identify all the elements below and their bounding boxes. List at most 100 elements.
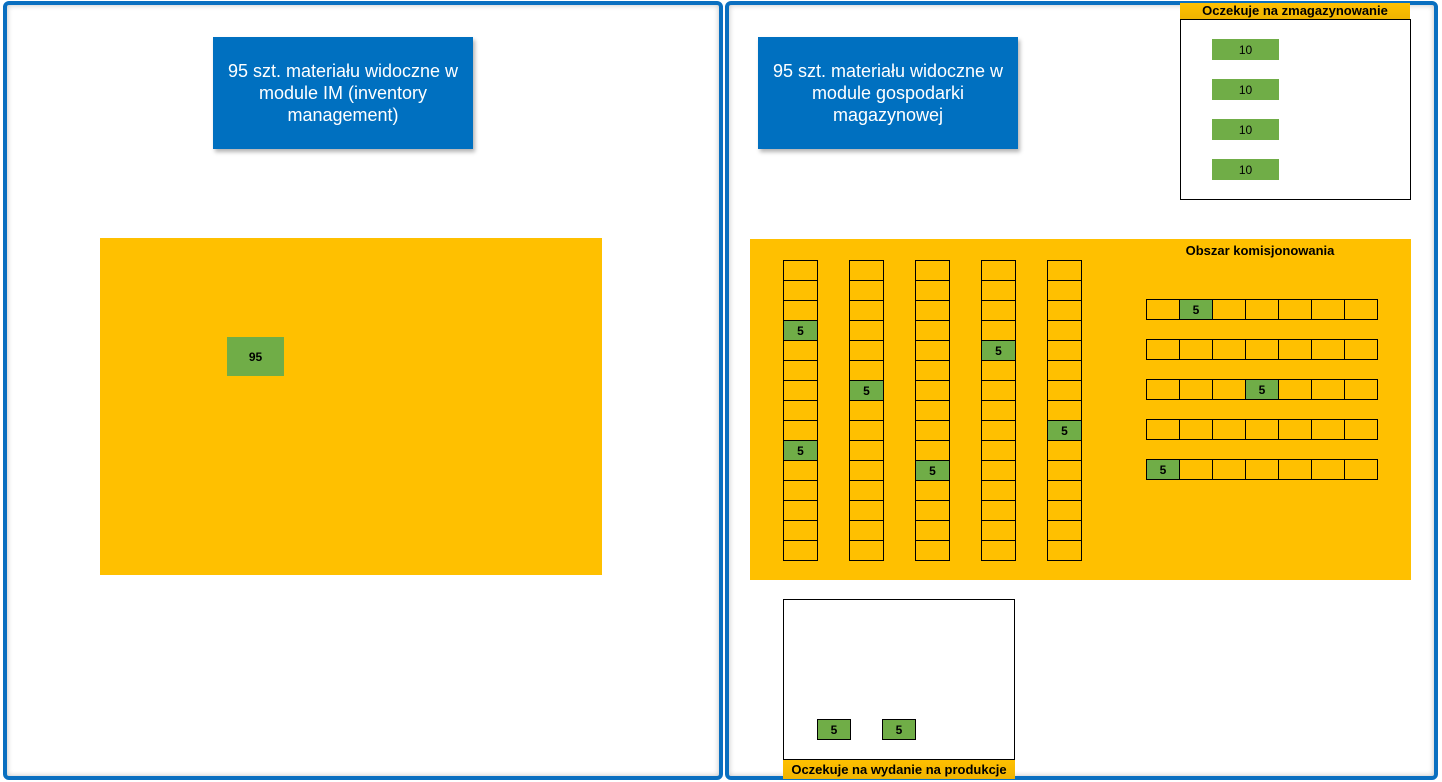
inbound-item: 10 xyxy=(1212,79,1279,100)
horizontal-rack-cell xyxy=(1212,299,1246,320)
vertical-rack-cell xyxy=(783,340,818,361)
vertical-rack-cell xyxy=(849,360,884,381)
horizontal-rack-cell xyxy=(1179,339,1213,360)
vertical-rack-cell xyxy=(849,300,884,321)
vertical-rack-cell: 5 xyxy=(1047,420,1082,441)
vertical-rack-cell xyxy=(1047,400,1082,421)
vertical-rack-cell xyxy=(915,520,950,541)
horizontal-rack-cell xyxy=(1278,299,1312,320)
vertical-rack-cell xyxy=(915,360,950,381)
vertical-rack-cell xyxy=(915,300,950,321)
horizontal-rack-cell xyxy=(1278,379,1312,400)
im-stock-block: 95 xyxy=(227,337,284,376)
vertical-rack-cell xyxy=(981,360,1016,381)
vertical-rack-cell xyxy=(783,300,818,321)
inbound-area: 10 10 10 10 xyxy=(1180,19,1411,200)
vertical-rack-cell xyxy=(981,400,1016,421)
vertical-rack-cell xyxy=(915,500,950,521)
vertical-rack-cell xyxy=(981,420,1016,441)
horizontal-rack-cell xyxy=(1245,459,1279,480)
vertical-rack-cell xyxy=(849,260,884,281)
horizontal-rack-cell xyxy=(1245,419,1279,440)
vertical-rack-cell xyxy=(783,400,818,421)
vertical-rack-cell xyxy=(849,400,884,421)
horizontal-rack-cell xyxy=(1146,419,1180,440)
horizontal-rack-cell xyxy=(1212,339,1246,360)
horizontal-rack-cell: 5 xyxy=(1245,379,1279,400)
horizontal-rack-cell xyxy=(1344,299,1378,320)
horizontal-rack-cell xyxy=(1146,339,1180,360)
horizontal-rack-cell xyxy=(1179,379,1213,400)
wm-title-box: 95 szt. materiału widoczne w module gosp… xyxy=(758,37,1018,149)
vertical-rack-cell xyxy=(849,460,884,481)
vertical-rack-cell xyxy=(981,380,1016,401)
horizontal-rack-cell xyxy=(1278,459,1312,480)
horizontal-rack-cell xyxy=(1212,459,1246,480)
vertical-rack-cell xyxy=(1047,360,1082,381)
im-title-box: 95 szt. materiału widoczne w module IM (… xyxy=(213,37,473,149)
im-storage-area xyxy=(100,238,602,575)
inbound-item: 10 xyxy=(1212,39,1279,60)
vertical-rack-cell xyxy=(783,460,818,481)
vertical-rack-cell xyxy=(1047,260,1082,281)
horizontal-rack-cell xyxy=(1344,419,1378,440)
inbound-item: 10 xyxy=(1212,119,1279,140)
vertical-rack-cell xyxy=(1047,460,1082,481)
vertical-rack-cell xyxy=(1047,540,1082,561)
vertical-rack-cell xyxy=(783,280,818,301)
vertical-rack-cell xyxy=(849,540,884,561)
inbound-item: 10 xyxy=(1212,159,1279,180)
horizontal-rack-cell xyxy=(1344,339,1378,360)
inbound-label: Oczekuje na zmagazynowanie xyxy=(1180,3,1410,19)
vertical-rack-cell xyxy=(1047,480,1082,501)
vertical-rack-cell xyxy=(1047,500,1082,521)
vertical-rack-cell xyxy=(981,280,1016,301)
vertical-rack-cell: 5 xyxy=(981,340,1016,361)
vertical-rack-cell xyxy=(849,420,884,441)
vertical-rack-cell xyxy=(915,280,950,301)
horizontal-rack-cell xyxy=(1311,459,1345,480)
vertical-rack-cell: 5 xyxy=(783,320,818,341)
outbound-label: Oczekuje na wydanie na produkcje xyxy=(783,760,1015,779)
vertical-rack-cell xyxy=(1047,280,1082,301)
vertical-rack-cell xyxy=(981,440,1016,461)
horizontal-rack-cell xyxy=(1278,419,1312,440)
vertical-rack-cell xyxy=(981,460,1016,481)
vertical-rack-cell xyxy=(783,500,818,521)
vertical-rack-cell xyxy=(783,540,818,561)
outbound-item: 5 xyxy=(882,719,916,740)
vertical-rack-cell xyxy=(981,540,1016,561)
vertical-rack-cell xyxy=(783,520,818,541)
vertical-rack-cell: 5 xyxy=(849,380,884,401)
horizontal-rack-cell xyxy=(1344,379,1378,400)
vertical-rack-cell xyxy=(915,400,950,421)
horizontal-rack-cell xyxy=(1278,339,1312,360)
vertical-rack-cell xyxy=(849,480,884,501)
vertical-rack-cell xyxy=(981,480,1016,501)
vertical-rack-cell xyxy=(783,260,818,281)
vertical-rack-cell xyxy=(783,420,818,441)
horizontal-rack-cell xyxy=(1311,299,1345,320)
vertical-rack-cell xyxy=(915,540,950,561)
horizontal-rack-cell xyxy=(1179,459,1213,480)
horizontal-rack-cell xyxy=(1212,379,1246,400)
horizontal-rack-cell xyxy=(1311,419,1345,440)
vertical-rack-cell xyxy=(849,340,884,361)
vertical-rack-cell xyxy=(849,280,884,301)
vertical-rack-cell xyxy=(1047,340,1082,361)
outbound-area: 5 5 xyxy=(783,599,1015,760)
vertical-rack-cell xyxy=(981,300,1016,321)
vertical-rack-cell xyxy=(783,480,818,501)
vertical-rack-cell xyxy=(783,360,818,381)
vertical-rack-cell xyxy=(915,380,950,401)
vertical-rack-cell xyxy=(849,520,884,541)
horizontal-rack-cell xyxy=(1146,299,1180,320)
horizontal-rack-cell: 5 xyxy=(1146,459,1180,480)
vertical-rack-cell xyxy=(1047,320,1082,341)
vertical-rack-cell xyxy=(915,420,950,441)
vertical-rack-cell xyxy=(915,340,950,361)
horizontal-rack-cell xyxy=(1311,379,1345,400)
vertical-rack-cell xyxy=(1047,440,1082,461)
vertical-rack-cell xyxy=(783,380,818,401)
outbound-item: 5 xyxy=(817,719,851,740)
